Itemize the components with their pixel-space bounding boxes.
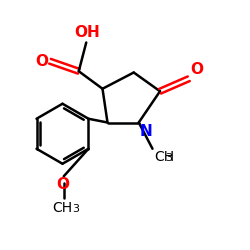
Text: N: N — [139, 124, 152, 140]
Text: O: O — [57, 177, 70, 192]
Text: CH: CH — [52, 200, 72, 214]
Text: 3: 3 — [165, 153, 172, 163]
Text: OH: OH — [74, 26, 100, 40]
Text: O: O — [35, 54, 48, 69]
Text: 3: 3 — [72, 204, 79, 214]
Text: CH: CH — [154, 150, 174, 164]
Text: O: O — [190, 62, 203, 78]
